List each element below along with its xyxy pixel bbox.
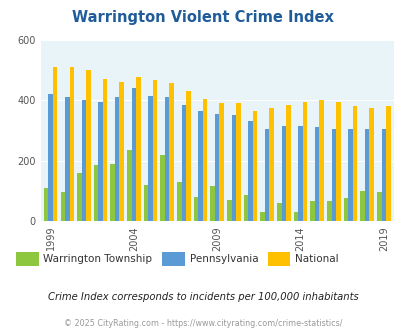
Bar [94, 165, 98, 221]
Bar [181, 105, 185, 221]
Bar [164, 97, 169, 221]
Bar [385, 106, 390, 221]
Bar [231, 115, 236, 221]
Bar [69, 67, 74, 221]
Bar [319, 100, 323, 221]
Bar [326, 201, 331, 221]
Bar [293, 212, 298, 221]
Bar [119, 82, 124, 221]
Bar [115, 97, 119, 221]
Bar [53, 67, 57, 221]
Bar [243, 195, 248, 221]
Bar [152, 81, 157, 221]
Bar [110, 164, 115, 221]
Bar [352, 106, 356, 221]
Bar [331, 129, 335, 221]
Bar [347, 129, 352, 221]
Bar [131, 88, 136, 221]
Bar [314, 127, 319, 221]
Text: Pennsylvania: Pennsylvania [189, 254, 258, 264]
Bar [360, 191, 364, 221]
Bar [210, 186, 214, 221]
Bar [214, 114, 219, 221]
Bar [376, 192, 381, 221]
Bar [236, 103, 240, 221]
Bar [219, 103, 224, 221]
Bar [98, 102, 102, 221]
Bar [202, 99, 207, 221]
Bar [281, 126, 286, 221]
Bar [302, 102, 307, 221]
Bar [248, 121, 252, 221]
Bar [185, 91, 190, 221]
Bar [60, 192, 65, 221]
Bar [369, 108, 373, 221]
Bar [177, 182, 181, 221]
Bar [44, 188, 48, 221]
Text: National: National [294, 254, 338, 264]
Bar [77, 173, 81, 221]
Bar [102, 79, 107, 221]
Bar [335, 102, 340, 221]
Bar [310, 201, 314, 221]
Bar [48, 94, 53, 221]
Bar [65, 97, 69, 221]
Text: Warrington Violent Crime Index: Warrington Violent Crime Index [72, 10, 333, 25]
Bar [127, 150, 131, 221]
Bar [160, 154, 164, 221]
Bar [286, 105, 290, 221]
Bar [169, 83, 174, 221]
Bar [86, 70, 90, 221]
Bar [269, 108, 273, 221]
Bar [143, 185, 148, 221]
Bar [277, 203, 281, 221]
Bar [364, 129, 369, 221]
Bar [298, 126, 302, 221]
Bar [252, 111, 257, 221]
Bar [260, 212, 264, 221]
Text: © 2025 CityRating.com - https://www.cityrating.com/crime-statistics/: © 2025 CityRating.com - https://www.city… [64, 319, 341, 328]
Bar [264, 129, 269, 221]
Bar [81, 100, 86, 221]
Bar [193, 197, 198, 221]
Bar [343, 198, 347, 221]
Bar [381, 129, 385, 221]
Bar [136, 78, 140, 221]
Bar [148, 96, 152, 221]
Bar [226, 200, 231, 221]
Text: Crime Index corresponds to incidents per 100,000 inhabitants: Crime Index corresponds to incidents per… [47, 292, 358, 302]
Text: Warrington Township: Warrington Township [43, 254, 152, 264]
Bar [198, 111, 202, 221]
